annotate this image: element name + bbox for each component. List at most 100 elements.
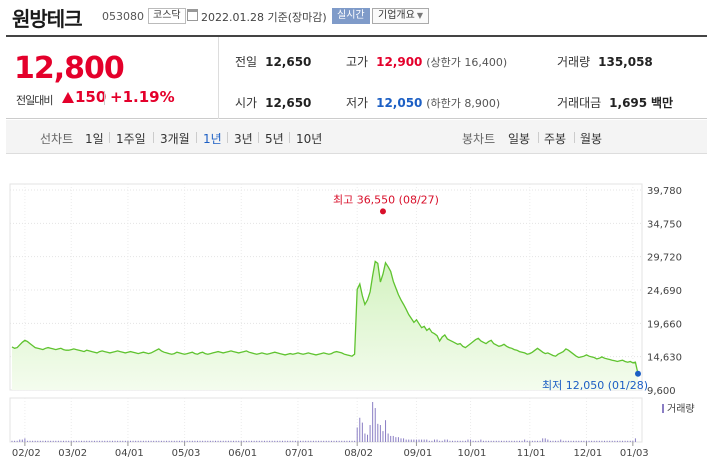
x-tick-label: 02/02	[12, 448, 41, 459]
volume-bar	[78, 440, 80, 442]
volume-bar	[19, 439, 21, 442]
volume-bar	[42, 440, 44, 442]
volume-bar	[238, 440, 240, 442]
volume-bar	[106, 440, 108, 442]
volume-bar	[395, 437, 397, 442]
period-1d[interactable]: 1일	[85, 132, 104, 146]
volume-bar	[387, 433, 389, 442]
volume-bar	[578, 440, 580, 442]
volume-bar	[101, 440, 103, 442]
volume-bar	[289, 440, 291, 442]
volume-bar	[300, 440, 302, 442]
x-tick-label: 03/02	[58, 448, 87, 459]
period-1w[interactable]: 1주일	[116, 132, 146, 146]
volume-bar	[338, 440, 340, 442]
volume-bar	[616, 440, 618, 442]
volume-bar	[537, 440, 539, 442]
volume-bar	[588, 440, 590, 442]
volume-bar	[135, 440, 137, 442]
period-3m[interactable]: 3개월	[160, 132, 190, 146]
volume-bar	[369, 425, 371, 442]
volume-bar	[526, 440, 528, 442]
volume-bar	[91, 440, 93, 442]
volume-bar	[281, 440, 283, 442]
volume-bar	[367, 434, 369, 442]
volume-bar	[186, 440, 188, 442]
volume-bar	[534, 440, 536, 442]
candle-weekly[interactable]: 주봉	[544, 132, 567, 146]
x-tick-label: 07/01	[285, 448, 314, 459]
divider	[258, 132, 259, 143]
volume-bar	[624, 440, 626, 442]
volume-bar	[480, 439, 482, 442]
volume-bar	[565, 440, 567, 442]
volume-bar	[452, 440, 454, 442]
volume-bar	[403, 438, 405, 442]
volume-bar	[315, 440, 317, 442]
candle-daily[interactable]: 일봉	[508, 132, 531, 146]
volume-bar	[292, 440, 294, 442]
volume-bar	[287, 440, 289, 442]
volume-bar	[529, 440, 531, 442]
chevron-down-icon: ▼	[416, 11, 423, 20]
volume-bar	[57, 440, 59, 442]
volume-bar	[196, 440, 198, 442]
y-tick-label: 9,600	[647, 386, 676, 397]
volume-bar	[117, 440, 119, 442]
realtime-button[interactable]: 실시간	[332, 8, 370, 24]
volume-bar	[111, 440, 113, 442]
volume-bar	[557, 440, 559, 442]
volume-bar	[251, 440, 253, 442]
low-marker	[635, 370, 641, 377]
volume-bar	[436, 439, 438, 442]
candle-monthly[interactable]: 월봉	[580, 132, 603, 146]
volume-bar	[163, 440, 165, 442]
volume-bar	[158, 440, 160, 442]
volume-bar	[627, 440, 629, 442]
volume-bar	[400, 438, 402, 442]
period-10y[interactable]: 10년	[296, 132, 323, 146]
volume-bar	[421, 439, 423, 442]
volume-bar	[225, 440, 227, 442]
volume-bar	[503, 440, 505, 442]
volume-bar	[552, 440, 554, 442]
volume-frame	[9, 397, 643, 443]
volume-bar	[248, 440, 250, 442]
trade-amount: 거래대금 1,695 백만	[557, 96, 674, 110]
volume-bar	[63, 440, 65, 442]
volume-bar	[472, 440, 474, 442]
current-price-panel: 12,800 전일대비 150 +1.19%	[6, 37, 219, 119]
volume-bar	[34, 440, 36, 442]
volume-bar	[611, 440, 613, 442]
volume-bar	[243, 440, 245, 442]
period-1y[interactable]: 1년	[203, 132, 222, 146]
volume-bar	[199, 440, 201, 442]
volume-bar	[86, 440, 88, 442]
volume-bar	[302, 440, 304, 442]
volume-bar	[173, 440, 175, 442]
company-overview-dropdown[interactable]: 기업개요 ▼	[372, 8, 429, 24]
volume-bar	[233, 440, 235, 442]
volume-bar	[227, 440, 229, 442]
volume-bar	[204, 440, 206, 442]
volume-bar	[622, 440, 624, 442]
change-percent: +1.19%	[110, 88, 175, 106]
volume-bar	[132, 440, 134, 442]
volume-bar	[511, 440, 513, 442]
volume-bar	[562, 440, 564, 442]
period-3y[interactable]: 3년	[234, 132, 253, 146]
volume-bar	[312, 440, 314, 442]
calendar-icon	[187, 9, 198, 21]
volume-bar	[547, 439, 549, 442]
volume-bar	[428, 440, 430, 442]
volume-bar	[166, 440, 168, 442]
volume-bar	[524, 439, 526, 442]
volume-bar	[555, 440, 557, 442]
volume-bar	[531, 440, 533, 442]
period-5y[interactable]: 5년	[265, 132, 284, 146]
volume-bar	[318, 440, 320, 442]
volume-bar	[567, 440, 569, 442]
volume-bar	[518, 440, 520, 442]
volume-bar	[140, 440, 142, 442]
volume-bar	[506, 440, 508, 442]
